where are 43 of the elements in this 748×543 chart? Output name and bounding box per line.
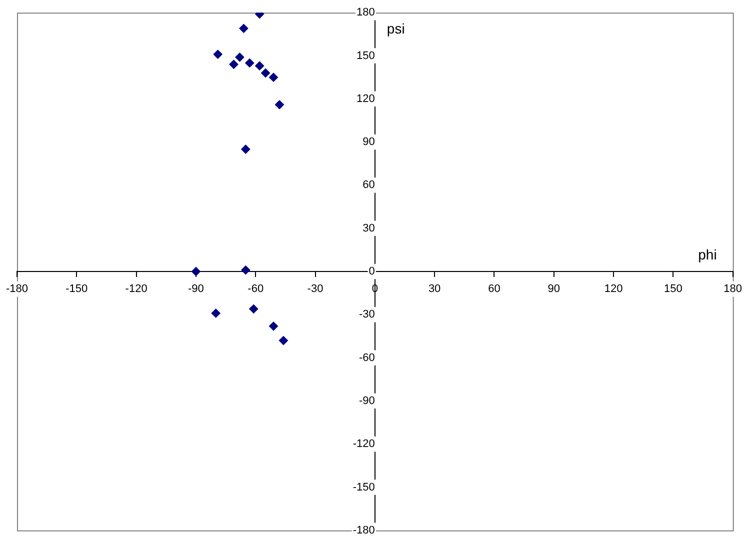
x-axis-title: phi [698,246,717,262]
x-tick-label: 120 [604,283,623,296]
point [229,60,238,69]
point [213,50,222,59]
point [261,68,270,78]
y-tick-label: 90 [362,136,375,148]
y-tick-label: -180 [352,524,375,536]
x-tick-label: -180 [6,283,28,296]
y-tick-label: 60 [362,179,375,192]
x-tick-label: -30 [307,283,324,296]
y-tick-label: -90 [359,394,375,407]
y-tick-label: -60 [359,352,375,364]
point [211,308,220,318]
x-tick-label: 90 [548,283,560,296]
x-tick-label: -90 [188,283,204,296]
point [245,58,254,68]
y-tick-label: 120 [356,92,375,105]
point [274,100,284,110]
point [249,304,258,314]
y-tick-label: 0 [368,266,375,278]
y-axis-title: psi [386,20,405,36]
y-tick-label: -30 [359,308,375,321]
point [241,144,250,154]
point [191,267,200,276]
point [239,24,248,33]
y-tick-label: -150 [352,481,375,494]
point [235,52,244,62]
y-tick-label: 150 [356,50,375,62]
y-tick-label: -120 [352,438,375,450]
x-tick-label: 150 [664,283,682,296]
y-tick-label: 180 [356,6,375,19]
point [269,322,278,331]
point [241,266,250,275]
y-tick-label: 30 [362,222,375,234]
point [269,72,278,82]
x-tick-label: 60 [488,283,500,296]
x-tick-label: -120 [125,283,148,296]
x-tick-label: -150 [66,283,88,296]
x-tick-label: 180 [724,283,742,296]
x-tick-label: 30 [428,283,441,296]
point [278,336,288,346]
point [255,61,264,70]
x-tick-label: -60 [248,283,264,296]
